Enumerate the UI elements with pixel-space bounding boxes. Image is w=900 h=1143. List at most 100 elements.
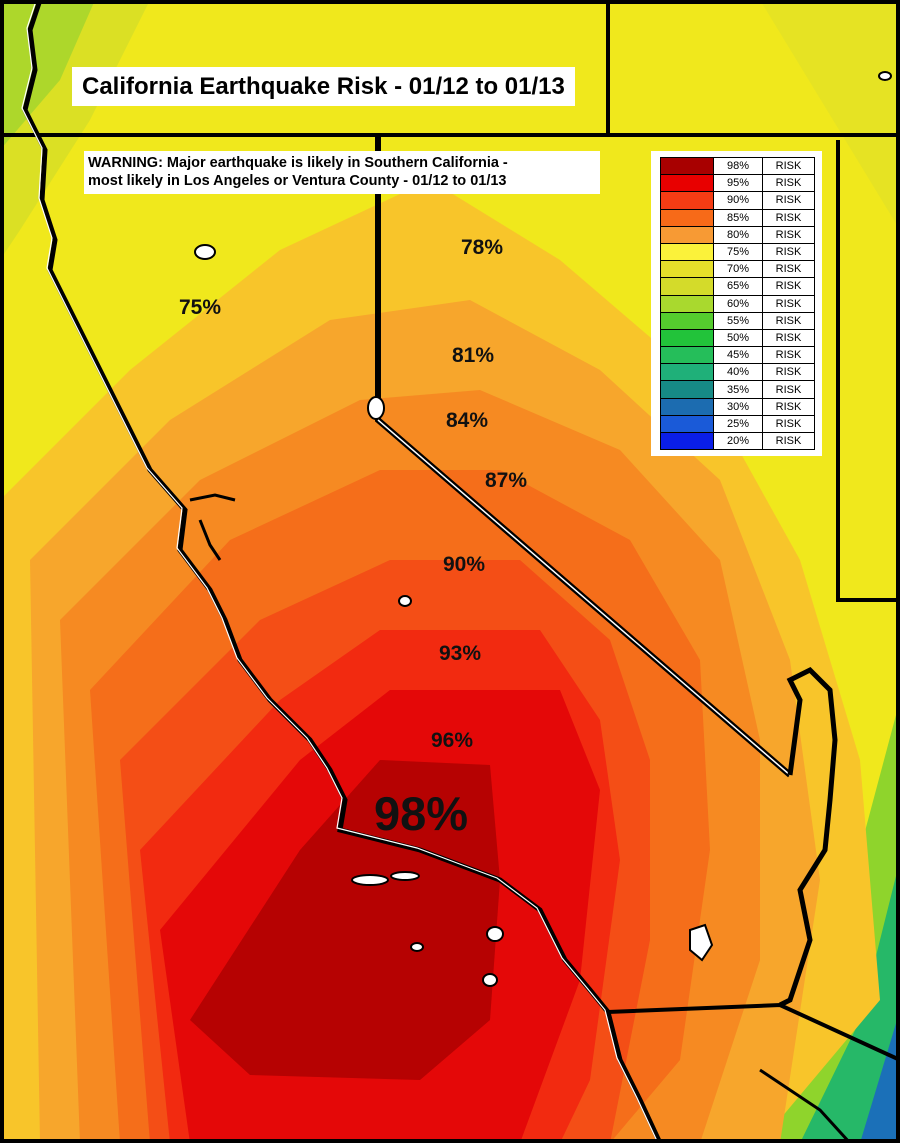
legend-value: 65% xyxy=(713,277,763,296)
legend-label: RISK xyxy=(762,294,815,313)
legend-label: RISK xyxy=(762,242,815,262)
legend-swatch xyxy=(660,397,714,416)
legend-value: 85% xyxy=(713,208,763,227)
legend-swatch xyxy=(660,156,714,176)
contour-label-98: 98% xyxy=(374,787,469,840)
island-2 xyxy=(390,871,420,881)
legend-label: RISK xyxy=(762,311,815,330)
coastline-highlight xyxy=(21,0,658,1142)
warning-line-1: WARNING: Major earthquake is likely in S… xyxy=(88,155,508,171)
legend-label: RISK xyxy=(762,431,815,451)
legend-swatch xyxy=(660,363,714,382)
island-5 xyxy=(482,973,498,987)
contour-label-87: 87% xyxy=(485,469,528,492)
san-francisco-bay xyxy=(189,493,236,561)
legend-label: RISK xyxy=(762,191,815,210)
contour-label-81: 81% xyxy=(452,344,495,367)
lime-zone-northwest xyxy=(0,0,150,260)
contour-label-75: 75% xyxy=(179,296,222,319)
legend-row: 25% RISK xyxy=(660,414,815,434)
legend-swatch xyxy=(660,294,714,313)
lime-zone-northeast xyxy=(760,0,900,230)
legend-label: RISK xyxy=(762,174,815,193)
legend-value: 55% xyxy=(713,311,763,330)
legend-row: 90% RISK xyxy=(660,191,815,210)
legend-swatch xyxy=(660,277,714,296)
legend-value: 80% xyxy=(713,225,763,244)
warning-box: WARNING: Major earthquake is likely in S… xyxy=(84,151,600,194)
salton-sea xyxy=(689,923,714,962)
island-3 xyxy=(410,942,424,952)
blue-zone-southeast xyxy=(860,1010,900,1143)
utah-border xyxy=(836,140,900,602)
legend-value: 35% xyxy=(713,380,763,399)
legend-label: RISK xyxy=(762,414,815,434)
legend-value: 50% xyxy=(713,328,763,348)
legend-swatch xyxy=(660,174,714,193)
legend-row: 95% RISK xyxy=(660,174,815,193)
contour-label-93: 93% xyxy=(439,642,482,665)
legend-value: 95% xyxy=(713,174,763,193)
legend-value: 75% xyxy=(713,242,763,262)
legend-value: 60% xyxy=(713,294,763,313)
teal-zone-southeast xyxy=(800,860,900,1143)
contour-label-90: 90% xyxy=(443,553,486,576)
legend-value: 40% xyxy=(713,363,763,382)
legend-swatch xyxy=(660,208,714,227)
legend-label: RISK xyxy=(762,208,815,227)
legend-label: RISK xyxy=(762,380,815,399)
legend-row: 30% RISK xyxy=(660,397,815,416)
lake-northeast xyxy=(878,71,892,81)
legend-label: RISK xyxy=(762,225,815,244)
legend-row: 75% RISK xyxy=(660,242,815,262)
legend-label: RISK xyxy=(762,156,815,176)
legend-row: 70% RISK xyxy=(660,260,815,279)
legend-row: 50% RISK xyxy=(660,328,815,348)
gulf-of-california-coast xyxy=(759,1068,852,1143)
legend-label: RISK xyxy=(762,277,815,296)
map-title-box: California Earthquake Risk - 01/12 to 01… xyxy=(72,67,575,106)
legend-swatch xyxy=(660,260,714,279)
legend-value: 90% xyxy=(713,191,763,210)
legend-swatch xyxy=(660,225,714,244)
legend-row: 85% RISK xyxy=(660,208,815,227)
island-1 xyxy=(351,874,389,886)
lake-tahoe xyxy=(367,396,385,420)
nevada-border-highlight xyxy=(377,419,791,776)
legend-label: RISK xyxy=(762,328,815,348)
lake-mono xyxy=(398,595,412,607)
legend-swatch xyxy=(660,346,714,365)
legend-label: RISK xyxy=(762,346,815,365)
legend-value: 20% xyxy=(713,431,763,451)
legend-swatch xyxy=(660,242,714,262)
legend-value: 25% xyxy=(713,414,763,434)
legend-row: 55% RISK xyxy=(660,311,815,330)
contour-label-96: 96% xyxy=(431,729,474,752)
arizona-border xyxy=(778,666,838,1008)
legend-table: 98% RISK 95% RISK 90% RISK 85% RISK 80% RISK 75% RI… xyxy=(660,156,815,451)
legend-row: 40% RISK xyxy=(660,363,815,382)
legend-label: RISK xyxy=(762,363,815,382)
legend-row: 45% RISK xyxy=(660,346,815,365)
legend-row: 20% RISK xyxy=(660,431,815,451)
legend-row: 60% RISK xyxy=(660,294,815,313)
legend-swatch xyxy=(660,380,714,399)
legend-row: 80% RISK xyxy=(660,225,815,244)
legend-value: 98% xyxy=(713,156,763,176)
legend-label: RISK xyxy=(762,260,815,279)
legend-value: 30% xyxy=(713,397,763,416)
legend-value: 45% xyxy=(713,346,763,365)
contour-98 xyxy=(190,760,500,1080)
contour-label-84: 84% xyxy=(446,409,489,432)
coastline xyxy=(22,0,663,1143)
legend-swatch xyxy=(660,431,714,451)
legend-value: 70% xyxy=(713,260,763,279)
risk-legend: 98% RISK 95% RISK 90% RISK 85% RISK 80% RISK 75% RI… xyxy=(651,151,822,457)
lake-north xyxy=(194,244,216,260)
legend-label: RISK xyxy=(762,397,815,416)
map-title: California Earthquake Risk - 01/12 to 01… xyxy=(82,73,565,100)
legend-row: 98% RISK xyxy=(660,156,815,176)
legend-swatch xyxy=(660,414,714,434)
warning-line-2: most likely in Los Angeles or Ventura Co… xyxy=(88,173,507,189)
